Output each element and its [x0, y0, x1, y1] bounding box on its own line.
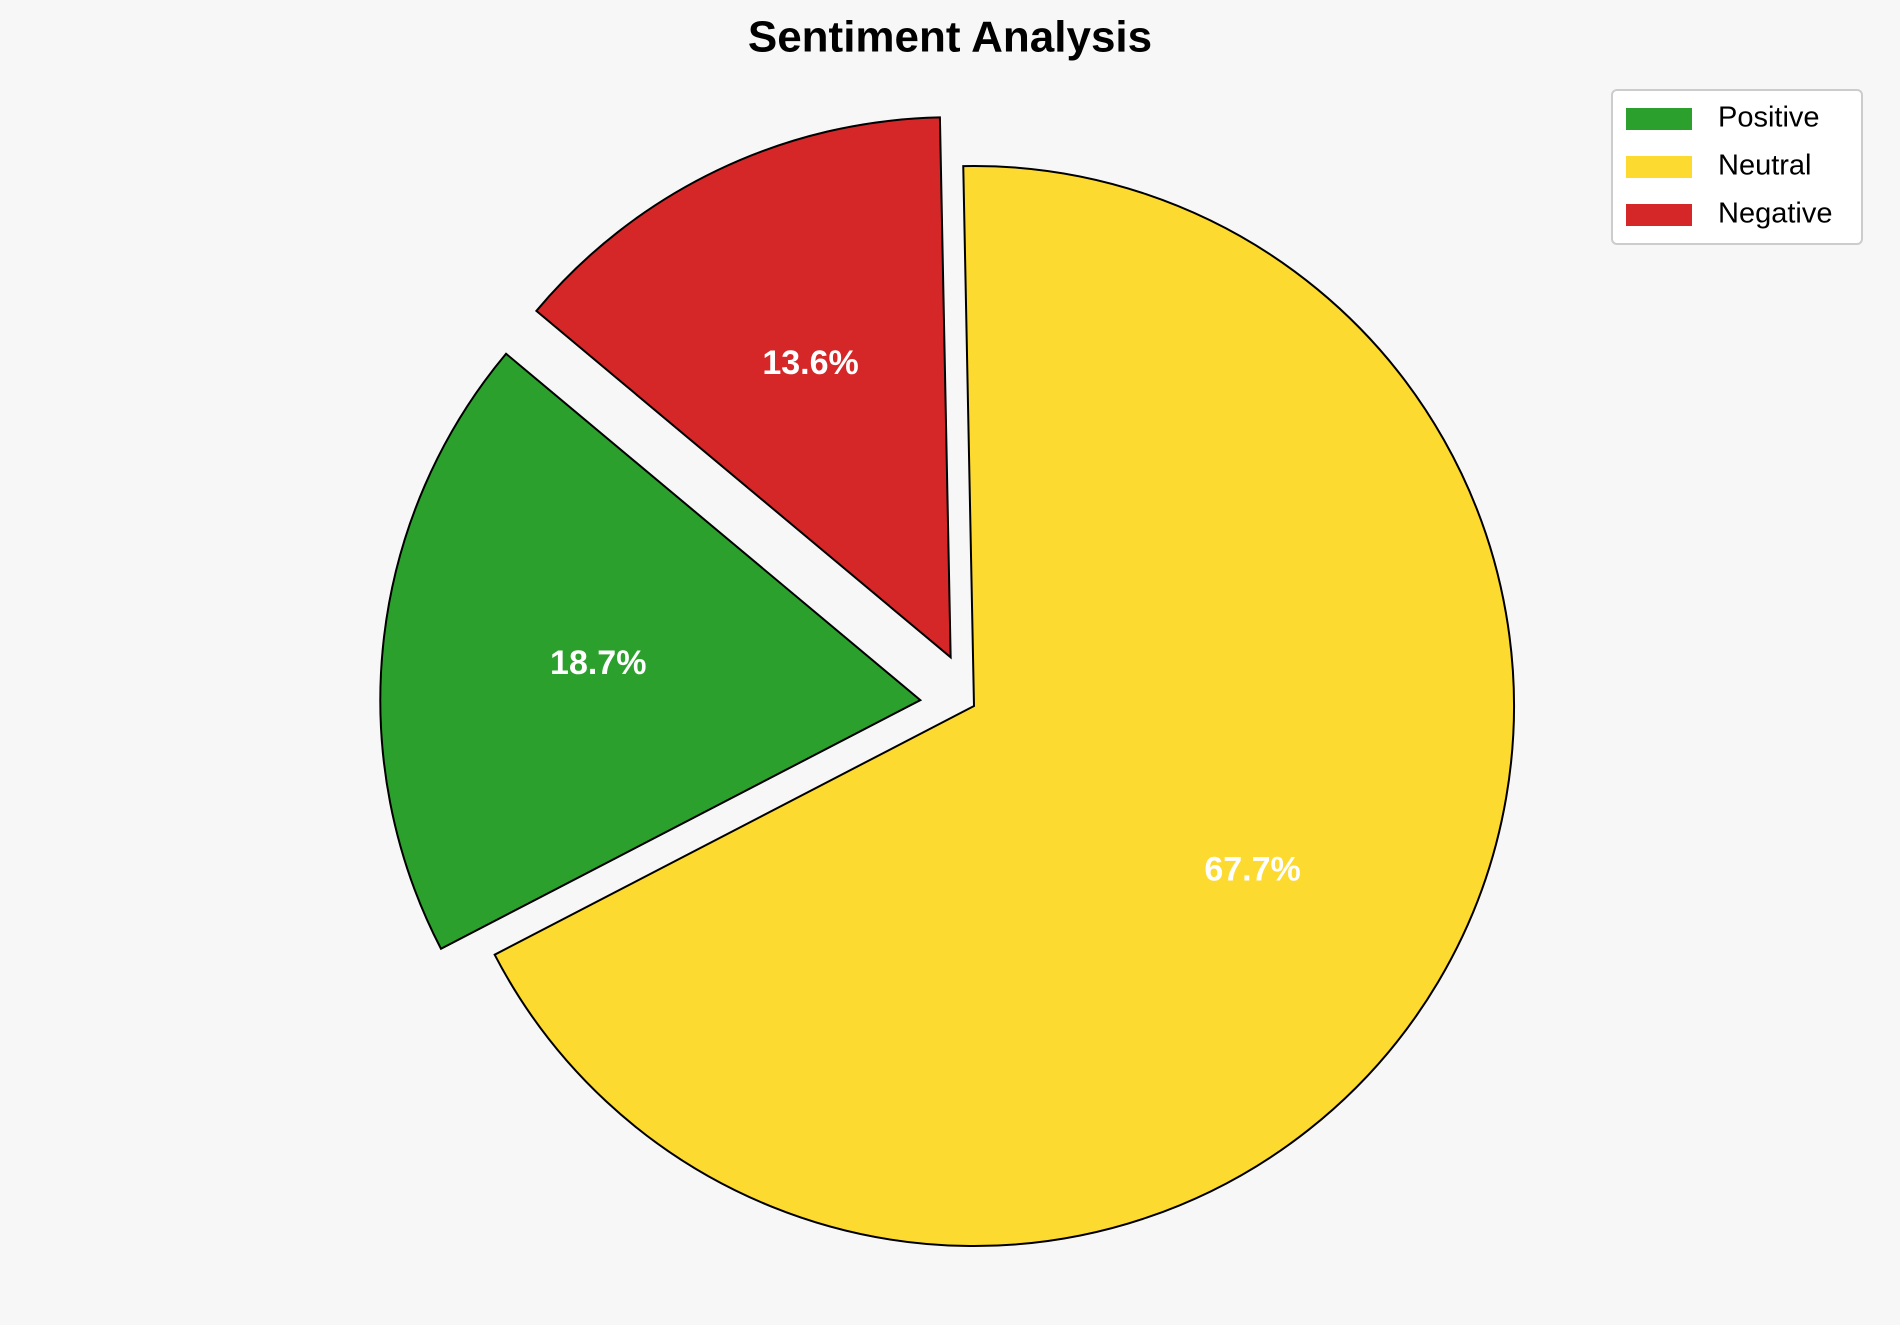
- slice-label: 18.7%: [550, 644, 646, 682]
- legend-swatch: [1626, 156, 1692, 178]
- pie-slice: [534, 116, 952, 660]
- pie-slice: [379, 352, 923, 951]
- slice-label: 67.7%: [1204, 850, 1300, 888]
- chart-title: Sentiment Analysis: [748, 13, 1152, 62]
- legend-label: Neutral: [1718, 150, 1812, 182]
- legend-label: Negative: [1718, 198, 1832, 230]
- pie-slice: [493, 165, 1515, 1247]
- legend-label: Positive: [1718, 102, 1820, 134]
- slice-label: 13.6%: [762, 344, 858, 382]
- legend-swatch: [1626, 204, 1692, 226]
- legend-swatch: [1626, 108, 1692, 130]
